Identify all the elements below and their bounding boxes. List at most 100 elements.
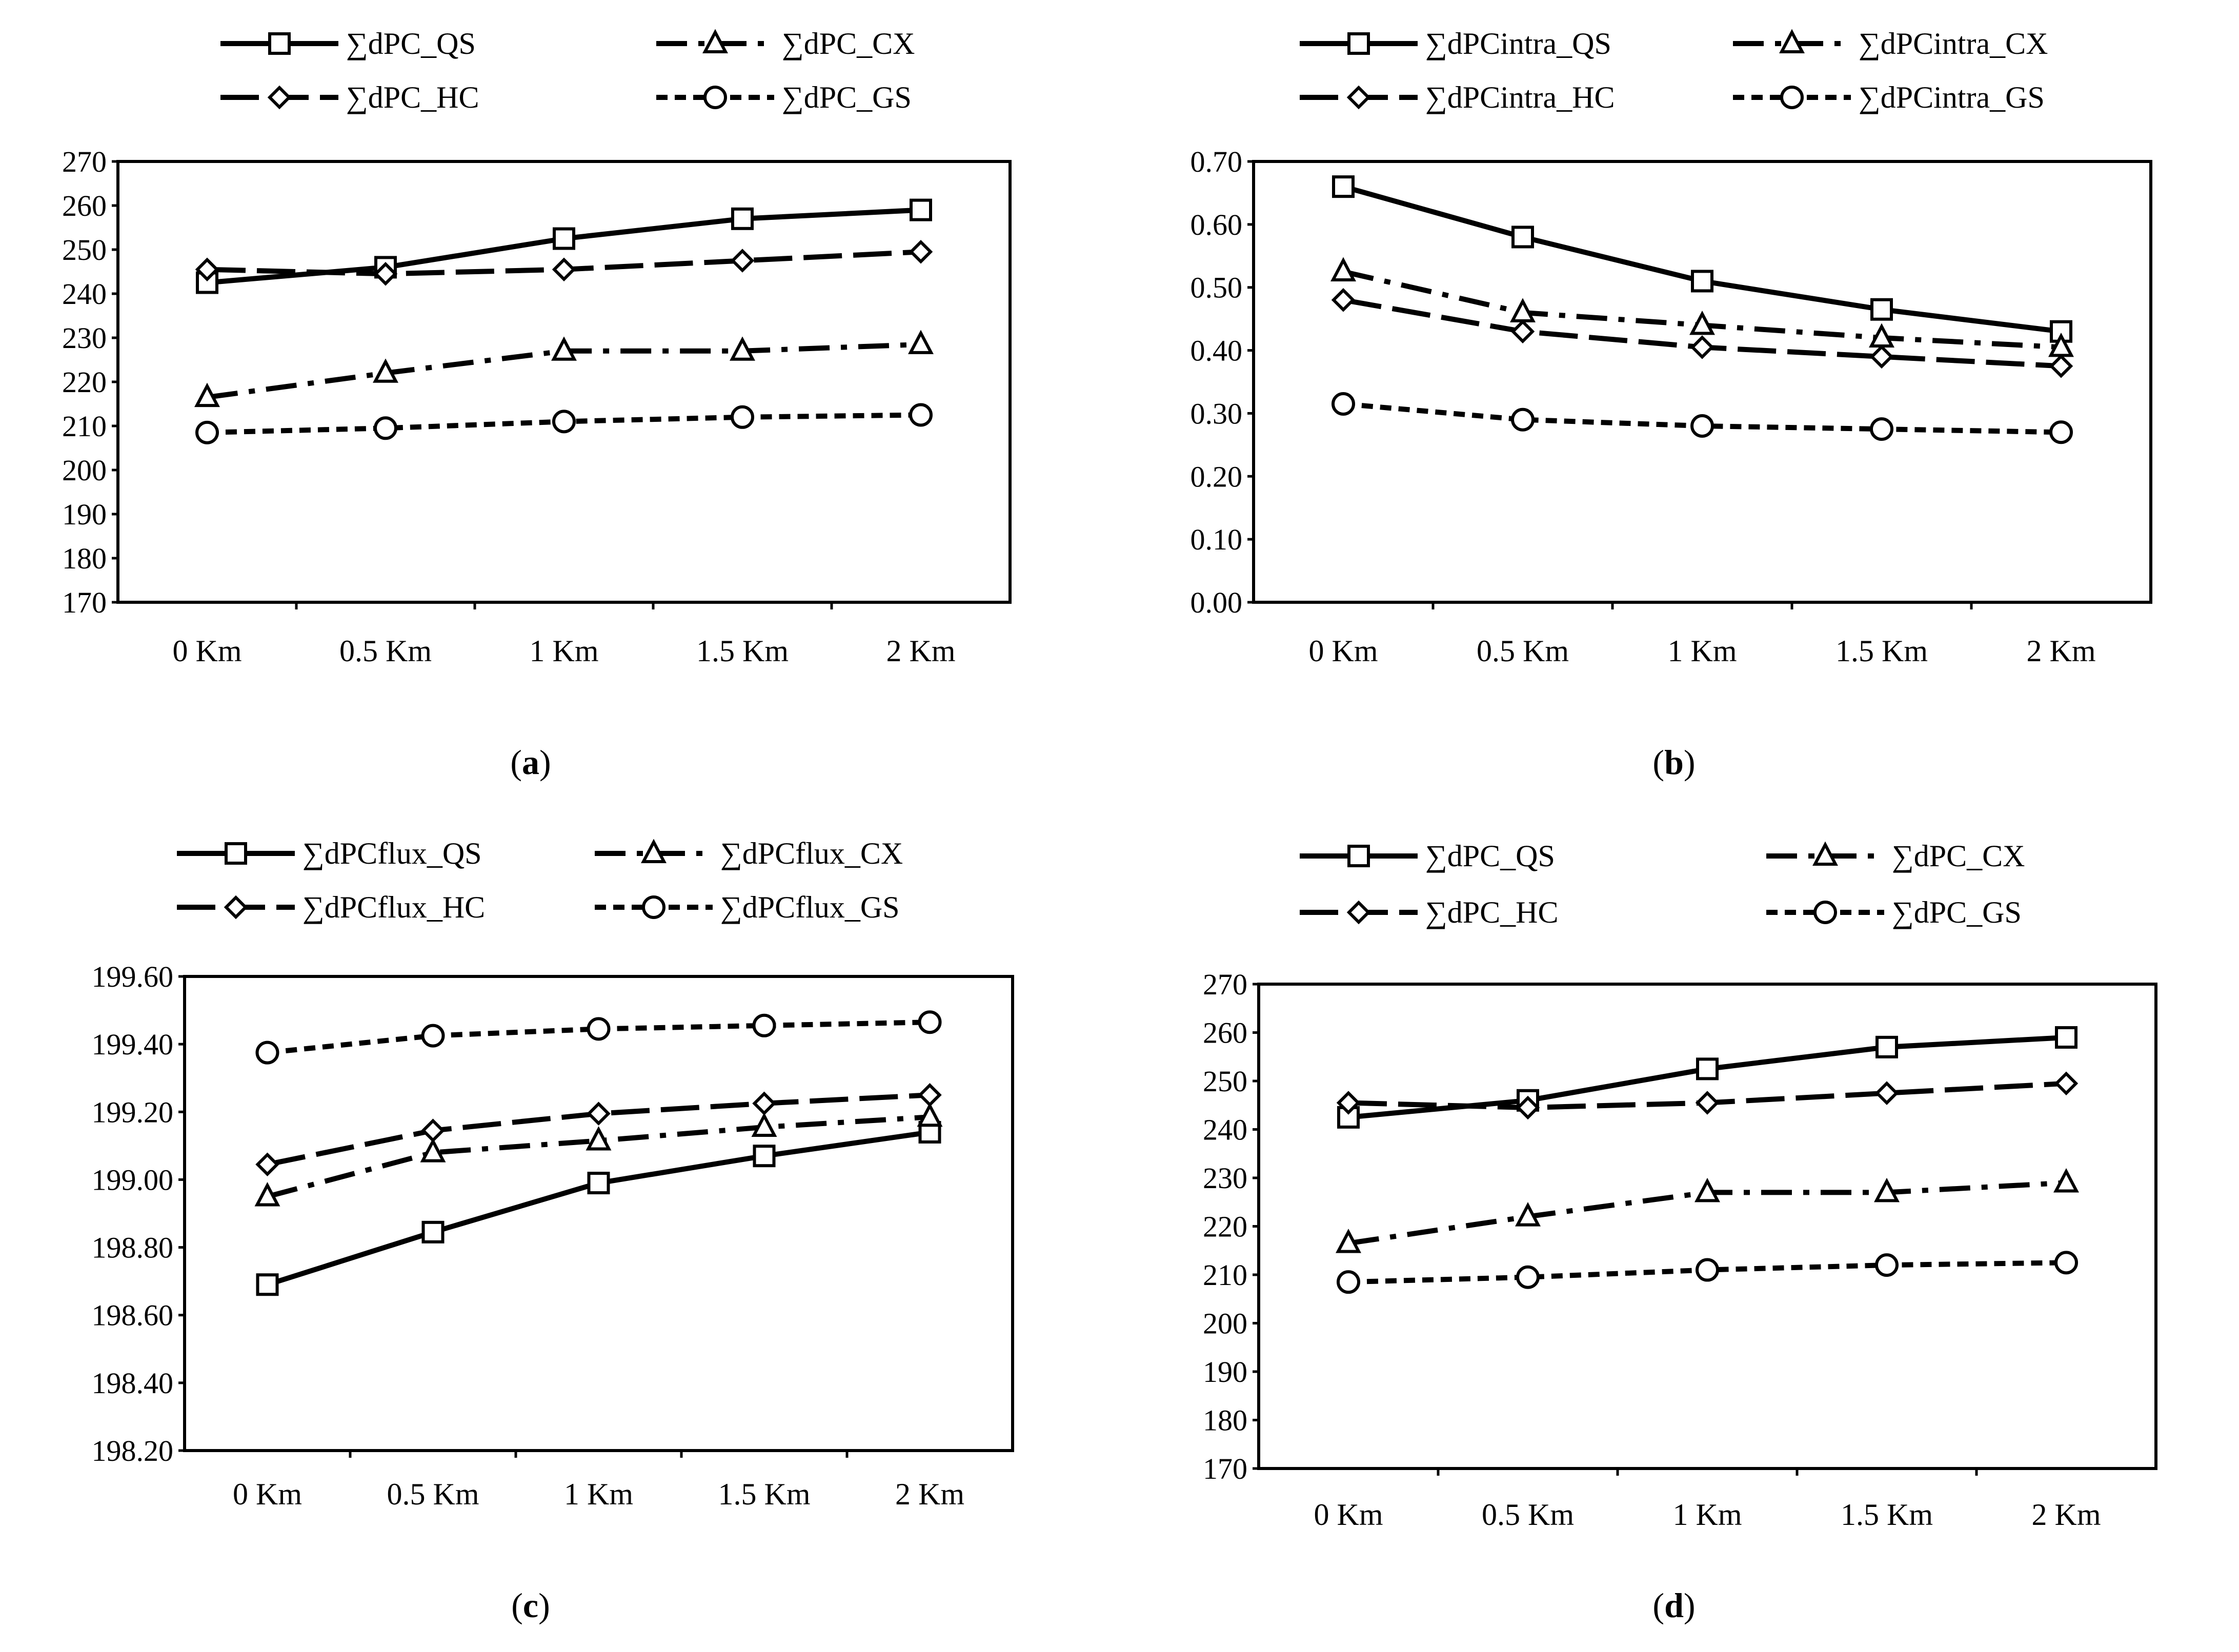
- series-line-dPCflux_QS: [266, 1129, 931, 1288]
- data-point-triangle: [1689, 310, 1715, 335]
- y-tick-label: 250: [62, 233, 107, 267]
- data-point-circle: [1332, 392, 1355, 416]
- data-point-square: [421, 1220, 445, 1243]
- series-line-dPCflux_CX: [267, 1114, 930, 1199]
- data-point-circle: [752, 1013, 776, 1037]
- legend-item: ∑dPC_GS: [656, 80, 912, 114]
- legend-item: ∑dPC_HC: [1300, 895, 1559, 929]
- x-tick-label: 2 Km: [2032, 1498, 2101, 1532]
- data-point-triangle: [730, 336, 755, 361]
- data-point-circle: [918, 1010, 942, 1034]
- legend-item: ∑dPCflux_QS: [177, 837, 482, 870]
- y-tick-label: 230: [1203, 1161, 1247, 1195]
- y-tick-label: 210: [62, 410, 107, 443]
- data-point-triangle: [751, 1112, 777, 1137]
- data-point-diamond: [421, 1118, 445, 1143]
- legend-label: ∑dPC_HC: [346, 80, 479, 114]
- y-tick-label: 220: [1203, 1210, 1247, 1243]
- y-tick-label: 240: [62, 277, 107, 311]
- y-tick-label: 170: [62, 586, 107, 619]
- y-tick-label: 199.20: [92, 1095, 174, 1129]
- series-line-dPCflux_GS: [267, 1019, 930, 1055]
- legend-item: ∑dPCintra_QS: [1300, 27, 1611, 60]
- data-point-circle: [731, 405, 754, 429]
- x-tick-label: 1 Km: [530, 634, 599, 668]
- legend-label: ∑dPC_GS: [1892, 895, 2022, 929]
- legend-marker-diamond: [267, 85, 292, 110]
- y-tick-label: 250: [1203, 1065, 1247, 1098]
- data-point-diamond: [752, 1091, 776, 1116]
- y-tick-label: 240: [1203, 1113, 1247, 1147]
- legend-marker-circle: [1780, 86, 1804, 109]
- legend-marker-square: [225, 842, 247, 865]
- legend-label: ∑dPC_QS: [346, 27, 476, 60]
- legend-marker-square: [268, 32, 291, 55]
- y-tick-label: 199.60: [92, 960, 174, 993]
- chart-panel-a: 270 260 250 240 230 220 210 200 190 180 170 0 Km 0.5…: [62, 27, 1012, 782]
- x-tick-label: 0 Km: [233, 1477, 302, 1511]
- data-point-triangle: [1330, 257, 1356, 281]
- legend-marker-circle: [703, 86, 727, 109]
- data-point-triangle: [1336, 1229, 1361, 1253]
- data-point-circle: [587, 1017, 611, 1041]
- data-point-square: [256, 1273, 279, 1296]
- legend-label: ∑dPC_QS: [1425, 839, 1555, 873]
- x-tick-label: 1.5 Km: [1841, 1498, 1933, 1532]
- legend-marker-triangle: [1812, 841, 1838, 866]
- x-tick-label: 2 Km: [2027, 634, 2096, 668]
- x-tick-label: 1.5 Km: [1835, 634, 1928, 668]
- chart-panel-d: 270 260 250 240 230 220 210 200 190 180 170 0 Km 0.5…: [1203, 839, 2157, 1625]
- panel-caption: (d): [1652, 1586, 1695, 1625]
- data-point-diamond: [1690, 335, 1714, 359]
- legend-item: ∑dPCintra_GS: [1733, 80, 2045, 114]
- x-tick-label: 0.5 Km: [387, 1477, 479, 1511]
- y-tick-label: 0.50: [1191, 271, 1243, 304]
- y-tick-label: 0.30: [1191, 397, 1243, 430]
- x-tick-label: 0 Km: [1309, 634, 1378, 668]
- x-tick-label: 0 Km: [173, 634, 242, 668]
- data-point-circle: [1875, 1253, 1899, 1277]
- y-tick-label: 199.40: [92, 1028, 174, 1061]
- legend-label: ∑dPCintra_QS: [1425, 27, 1611, 60]
- data-point-triangle: [373, 358, 398, 383]
- data-point-circle: [195, 420, 219, 444]
- data-point-circle: [2049, 420, 2073, 444]
- data-point-diamond: [373, 262, 398, 286]
- legend-label: ∑dPC_GS: [782, 80, 912, 114]
- plot-area: [183, 975, 1014, 1452]
- data-point-square: [1875, 1035, 1898, 1058]
- plot-area: [1252, 160, 2152, 604]
- legend-item: ∑dPC_HC: [220, 80, 479, 114]
- data-point-square: [1870, 298, 1893, 321]
- data-point-circle: [1690, 414, 1714, 438]
- data-point-circle: [552, 410, 576, 434]
- data-point-triangle: [908, 330, 934, 354]
- y-tick-label: 220: [62, 365, 107, 399]
- data-point-diamond: [1510, 319, 1535, 343]
- x-tick-label: 1 Km: [1673, 1498, 1742, 1532]
- data-point-square: [1696, 1057, 1719, 1080]
- data-point-triangle: [1874, 1177, 1900, 1202]
- legend-item: ∑dPC_CX: [1766, 839, 2025, 873]
- x-tick-label: 1 Km: [1668, 634, 1737, 668]
- y-tick-label: 200: [1203, 1307, 1247, 1340]
- series-line-dPCintra_QS: [1342, 184, 2062, 334]
- data-point-circle: [255, 1041, 279, 1065]
- data-point-triangle: [420, 1138, 446, 1162]
- data-point-circle: [374, 416, 397, 440]
- y-tick-label: 190: [1203, 1355, 1247, 1389]
- data-point-diamond: [1869, 344, 1894, 369]
- x-tick-label: 1.5 Km: [718, 1477, 811, 1511]
- legend-item: ∑dPCflux_CX: [595, 837, 903, 870]
- legend-item: ∑dPCintra_HC: [1300, 80, 1615, 114]
- data-point-diamond: [587, 1102, 611, 1126]
- legend-item: ∑dPC_GS: [1766, 895, 2022, 929]
- legend-marker-triangle: [641, 839, 667, 863]
- x-tick-label: 0 Km: [1314, 1498, 1383, 1532]
- y-tick-label: 0.00: [1191, 586, 1243, 619]
- data-point-triangle: [551, 336, 577, 361]
- chart-panel-b: 0.70 0.60 0.50 0.40 0.30 0.20 0.10 0.00 0 Km 0.5 …: [1191, 27, 2152, 782]
- y-tick-label: 200: [62, 454, 107, 487]
- data-point-triangle: [586, 1126, 612, 1151]
